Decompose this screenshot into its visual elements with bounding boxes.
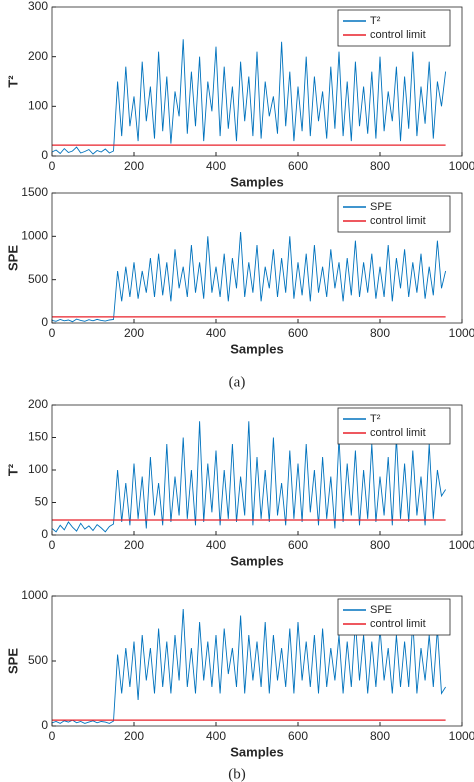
y-axis-label: T² <box>5 75 20 88</box>
y-tick-label: 100 <box>28 99 48 113</box>
y-tick-label: 0 <box>41 718 48 732</box>
y-tick-label: 1000 <box>21 229 48 243</box>
x-tick-label: 600 <box>288 729 308 743</box>
legend-box <box>337 598 451 636</box>
x-tick-label: 400 <box>206 538 226 552</box>
legend-label: T² <box>370 413 381 425</box>
x-tick-label: 0 <box>49 538 56 552</box>
x-tick-label: 800 <box>370 729 390 743</box>
x-tick-label: 800 <box>370 159 390 173</box>
x-tick-label: 800 <box>370 538 390 552</box>
x-tick-label: 600 <box>288 326 308 340</box>
x-tick-label: 800 <box>370 326 390 340</box>
legend-box <box>337 9 451 47</box>
x-axis-label: Samples <box>230 553 283 568</box>
x-tick-label: 1000 <box>449 538 474 552</box>
legend-label: control limit <box>370 618 426 630</box>
x-tick-label: 0 <box>49 729 56 743</box>
x-axis-label: Samples <box>230 744 283 759</box>
x-tick-label: 400 <box>206 326 226 340</box>
x-axis-label: Samples <box>230 341 283 356</box>
legend-label: control limit <box>370 215 426 227</box>
x-tick-label: 200 <box>124 326 144 340</box>
x-tick-label: 1000 <box>449 729 474 743</box>
y-tick-label: 0 <box>41 527 48 541</box>
x-tick-label: 400 <box>206 729 226 743</box>
x-tick-label: 200 <box>124 538 144 552</box>
y-tick-label: 0 <box>41 148 48 162</box>
x-axis-label: Samples <box>230 174 283 189</box>
y-tick-label: 1000 <box>21 588 48 602</box>
x-tick-label: 600 <box>288 159 308 173</box>
x-tick-label: 200 <box>124 159 144 173</box>
x-tick-label: 0 <box>49 326 56 340</box>
axes-box <box>51 192 463 324</box>
y-tick-label: 300 <box>28 0 48 13</box>
y-axis-label: SPE <box>5 245 20 271</box>
y-tick-label: 200 <box>28 397 48 411</box>
y-tick-label: 0 <box>41 315 48 329</box>
legend-box <box>337 407 451 445</box>
legend-label: SPE <box>370 201 392 213</box>
legend-label: control limit <box>370 29 426 41</box>
y-tick-label: 100 <box>28 462 48 476</box>
y-axis-label: T² <box>5 463 20 476</box>
y-tick-label: 50 <box>35 495 49 509</box>
legend-label: SPE <box>370 604 392 616</box>
caption: (a) <box>229 374 246 390</box>
legend-label: control limit <box>370 427 426 439</box>
line <box>51 231 447 323</box>
y-tick-label: 500 <box>28 653 48 667</box>
x-tick-label: 200 <box>124 729 144 743</box>
y-tick-label: 150 <box>28 430 48 444</box>
x-tick-label: 600 <box>288 538 308 552</box>
y-axis-label: SPE <box>5 648 20 674</box>
legend-label: T² <box>370 15 381 27</box>
line <box>51 421 446 533</box>
axes-box <box>51 6 463 157</box>
y-tick-label: 200 <box>28 49 48 63</box>
x-tick-label: 400 <box>206 159 226 173</box>
x-tick-label: 0 <box>49 159 56 173</box>
y-tick-label: 500 <box>28 272 48 286</box>
caption: (b) <box>228 766 246 782</box>
legend-box <box>337 195 451 233</box>
x-tick-label: 1000 <box>449 159 474 173</box>
x-tick-label: 1000 <box>449 326 474 340</box>
y-tick-label: 1500 <box>21 185 48 199</box>
line <box>51 39 447 155</box>
